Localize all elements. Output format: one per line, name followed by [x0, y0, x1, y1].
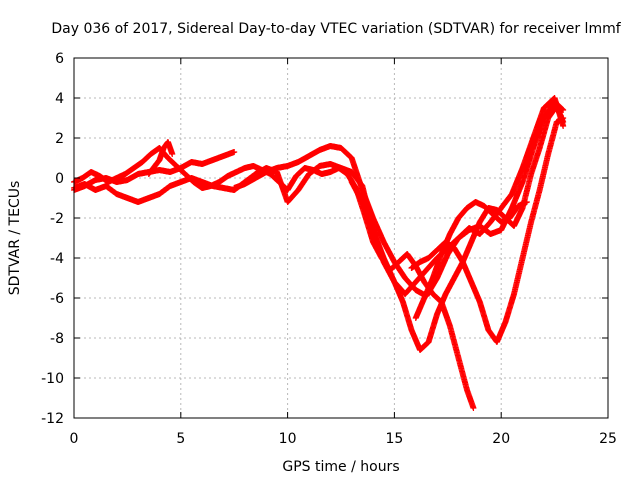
y-axis-label: SDTVAR / TECUs	[7, 181, 23, 296]
x-axis-label: GPS time / hours	[282, 459, 399, 475]
series-arc-3	[71, 99, 567, 297]
y-tick-label: -12	[41, 411, 64, 427]
chart-title: Day 036 of 2017, Sidereal Day-to-day VTE…	[51, 21, 621, 37]
data-point	[169, 151, 176, 157]
series-arc-5	[348, 103, 567, 353]
series-arc-6	[408, 115, 567, 345]
y-tick-label: 6	[55, 51, 64, 67]
data-points	[71, 95, 567, 411]
data-point	[231, 149, 238, 155]
x-tick-label: 15	[385, 431, 403, 447]
x-tick-label: 20	[492, 431, 510, 447]
y-tick-label: -10	[41, 371, 64, 387]
y-tick-label: 2	[55, 131, 64, 147]
y-tick-label: -2	[50, 211, 64, 227]
data-point	[560, 115, 567, 121]
x-tick-label: 0	[70, 431, 79, 447]
x-tick-labels: 0 5 10 15 20 25	[70, 431, 617, 447]
series-arc-4	[231, 95, 567, 299]
data-point	[523, 199, 530, 205]
series-arc-2	[71, 145, 477, 411]
y-tick-label: -8	[50, 331, 64, 347]
plot-frame	[73, 57, 609, 419]
y-tick-label: 4	[55, 91, 64, 107]
ticks	[73, 57, 609, 419]
x-tick-label: 10	[279, 431, 297, 447]
y-tick-labels: 6 4 2 0 -2 -4 -6 -8 -10 -12	[41, 51, 64, 427]
x-tick-label: 5	[176, 431, 185, 447]
x-tick-label: 25	[599, 431, 617, 447]
data-point	[470, 405, 477, 411]
y-tick-label: 0	[55, 171, 64, 187]
y-tick-label: -6	[50, 291, 64, 307]
y-tick-label: -4	[50, 251, 64, 267]
series-arc-7	[412, 199, 530, 321]
series-arc-8	[145, 139, 176, 177]
